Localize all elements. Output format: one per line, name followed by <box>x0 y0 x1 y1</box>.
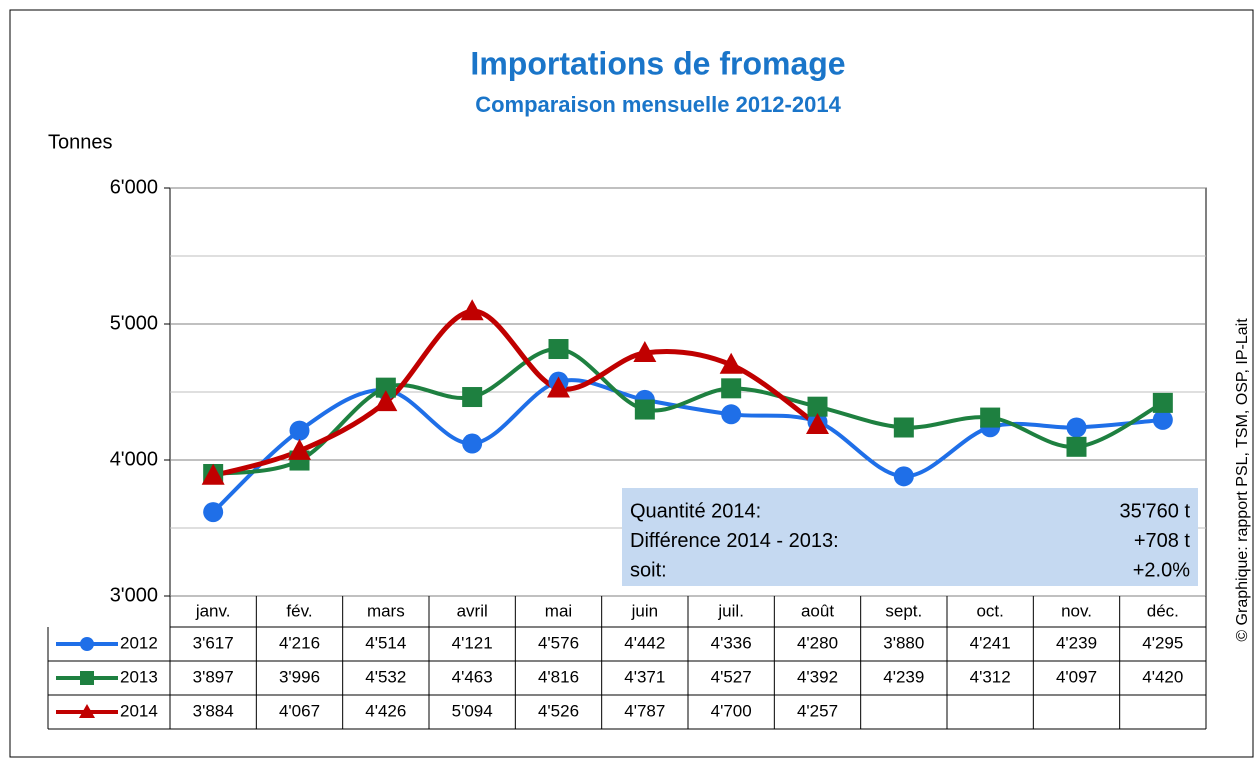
point <box>634 399 655 420</box>
table-value: 4'442 <box>624 633 665 652</box>
x-tick-label: août <box>801 601 834 620</box>
point <box>375 377 396 398</box>
point <box>719 352 743 374</box>
table-value: 4'241 <box>970 633 1011 652</box>
table-value: 4'514 <box>365 633 406 652</box>
table-value: 4'336 <box>711 633 752 652</box>
x-tick-label: avril <box>457 601 488 620</box>
point <box>547 376 570 398</box>
table-value: 4'700 <box>711 701 752 720</box>
point <box>893 466 914 487</box>
table-value: 4'295 <box>1142 633 1183 652</box>
point <box>1066 417 1087 438</box>
annotation-value: +2.0% <box>1133 559 1190 581</box>
legend-marker <box>79 704 95 718</box>
point <box>807 396 828 417</box>
point <box>374 390 398 412</box>
x-tick-label: juil. <box>717 601 744 620</box>
x-tick-label: mars <box>367 601 405 620</box>
table-value: 4'816 <box>538 667 579 686</box>
x-tick-label: juin <box>631 601 658 620</box>
table-value: 4'371 <box>624 667 665 686</box>
table-value: 3'884 <box>193 701 234 720</box>
annotation-label: Quantité 2014: <box>630 500 761 522</box>
legend-label: 2014 <box>120 701 158 720</box>
table-value: 4'426 <box>365 701 406 720</box>
table-value: 4'121 <box>452 633 493 652</box>
point <box>980 407 1001 428</box>
table-value: 4'463 <box>452 667 493 686</box>
x-tick-label: déc. <box>1147 601 1179 620</box>
table-value: 4'312 <box>970 667 1011 686</box>
x-tick-label: nov. <box>1061 601 1092 620</box>
legend-label: 2013 <box>120 667 158 686</box>
table-value: 4'239 <box>1056 633 1097 652</box>
annotation-label: soit: <box>630 559 667 581</box>
annotation-box <box>622 488 1198 586</box>
chart-subtitle: Comparaison mensuelle 2012-2014 <box>475 92 841 117</box>
y-tick-label: 3'000 <box>110 584 158 606</box>
annotation-label: Différence 2014 - 2013: <box>630 530 839 552</box>
legend-marker <box>80 637 94 651</box>
x-tick-label: janv. <box>195 601 231 620</box>
point <box>1152 392 1173 413</box>
x-tick-label: oct. <box>976 601 1003 620</box>
table-value: 4'216 <box>279 633 320 652</box>
y-tick-label: 6'000 <box>110 176 158 198</box>
table-value: 3'996 <box>279 667 320 686</box>
legend-label: 2012 <box>120 633 158 652</box>
point <box>203 502 224 523</box>
point <box>721 404 742 425</box>
chart-title: Importations de fromage <box>470 45 845 81</box>
table-value: 4'067 <box>279 701 320 720</box>
table-value: 4'576 <box>538 633 579 652</box>
table-value: 4'097 <box>1056 667 1097 686</box>
table-value: 4'787 <box>624 701 665 720</box>
annotation-value: 35'760 t <box>1119 500 1190 522</box>
y-tick-label: 4'000 <box>110 448 158 470</box>
series-line <box>212 308 819 479</box>
table-value: 4'257 <box>797 701 838 720</box>
table-value: 4'420 <box>1142 667 1183 686</box>
point <box>201 463 225 485</box>
y-axis-label: Tonnes <box>48 131 113 153</box>
point <box>1066 436 1087 457</box>
table-value: 4'526 <box>538 701 579 720</box>
point <box>806 413 829 435</box>
point <box>462 433 483 454</box>
point <box>288 438 311 460</box>
point <box>462 387 483 408</box>
x-tick-label: fév. <box>286 601 312 620</box>
x-tick-label: sept. <box>885 601 922 620</box>
table-value: 4'527 <box>711 667 752 686</box>
annotation-value: +708 t <box>1134 530 1191 552</box>
point <box>1152 409 1173 430</box>
point <box>633 340 657 362</box>
point <box>548 339 569 360</box>
y-tick-label: 5'000 <box>110 312 158 334</box>
legend-marker <box>80 671 94 685</box>
series-line <box>212 347 1164 476</box>
source-note: © Graphique: rapport PSL, TSM, OSP, IP-L… <box>1234 318 1251 642</box>
table-value: 3'897 <box>193 667 234 686</box>
point <box>460 299 484 321</box>
table-value: 4'532 <box>365 667 406 686</box>
x-tick-label: mai <box>545 601 572 620</box>
table-value: 4'280 <box>797 633 838 652</box>
point <box>893 417 914 438</box>
table-value: 3'880 <box>883 633 924 652</box>
point <box>721 378 742 399</box>
table-value: 5'094 <box>452 701 493 720</box>
table-value: 4'239 <box>883 667 924 686</box>
point <box>289 420 310 441</box>
table-value: 3'617 <box>193 633 234 652</box>
table-value: 4'392 <box>797 667 838 686</box>
